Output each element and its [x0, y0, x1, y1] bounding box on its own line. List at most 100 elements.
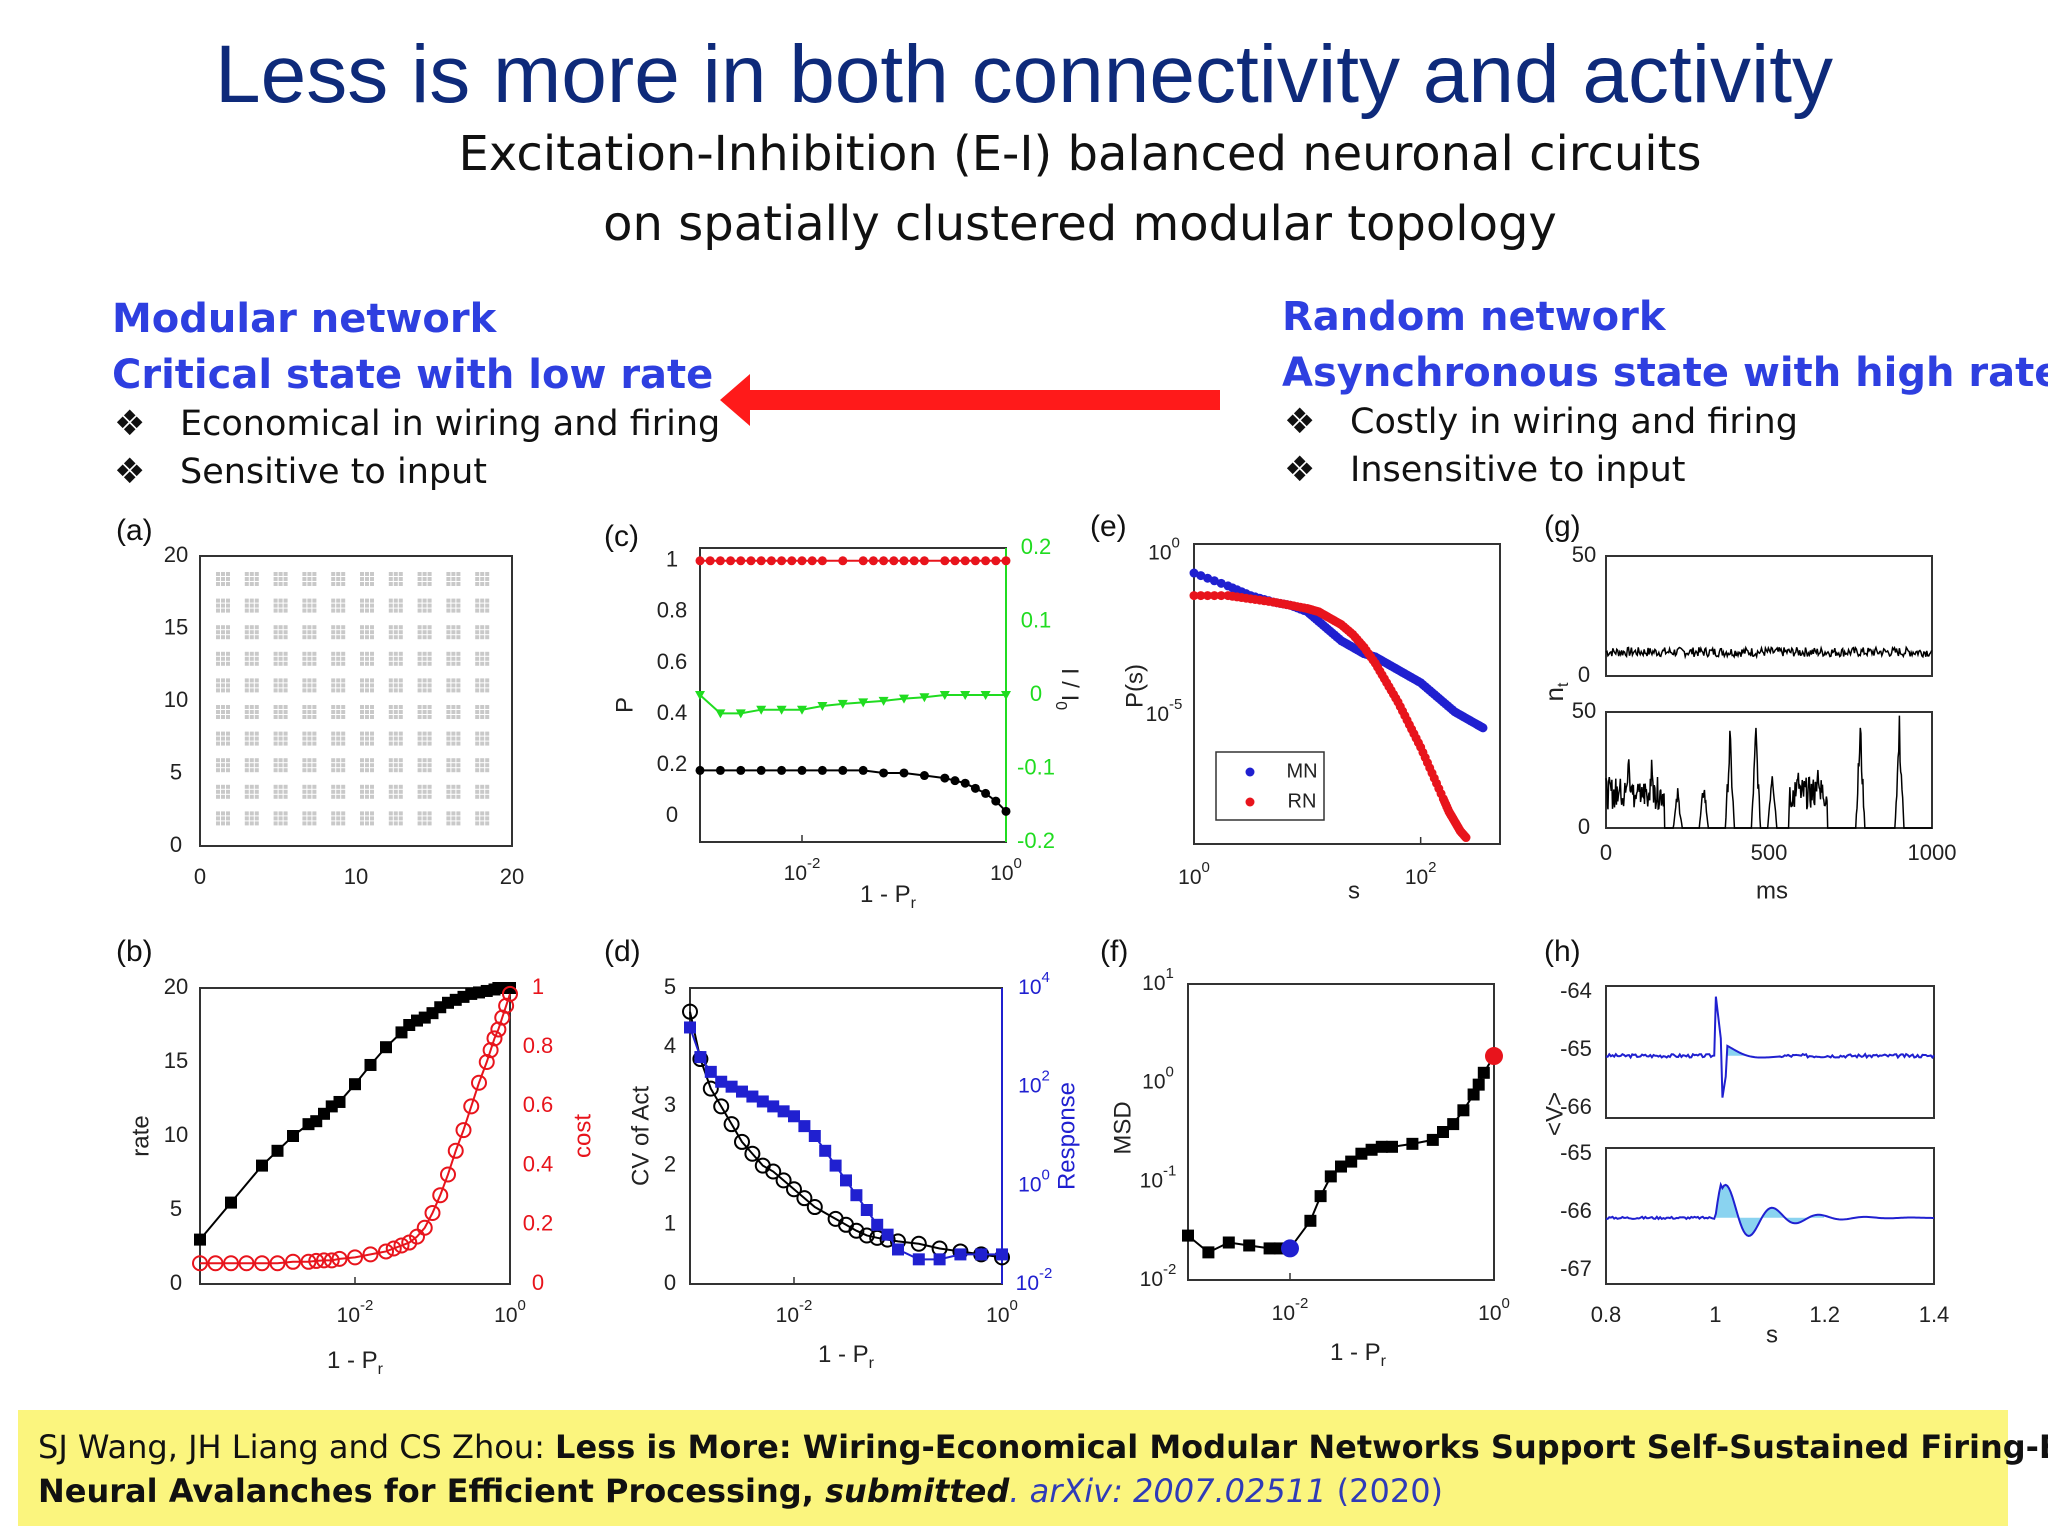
- network-node: [245, 705, 249, 709]
- network-node: [312, 710, 316, 714]
- network-node: [226, 705, 230, 709]
- network-node: [284, 630, 288, 634]
- network-node: [360, 688, 364, 692]
- network-node: [394, 662, 398, 666]
- panel-h-bottom-ytick-label: -67: [1560, 1256, 1592, 1281]
- network-node: [226, 785, 230, 789]
- network-node: [216, 705, 220, 709]
- network-node: [255, 710, 259, 714]
- network-node: [370, 572, 374, 576]
- panel-c-y2tick-label: 0.2: [1021, 534, 1052, 559]
- network-node: [307, 662, 311, 666]
- network-node: [451, 688, 455, 692]
- panel-d-point: [871, 1219, 883, 1231]
- network-node: [279, 816, 283, 820]
- network-node: [389, 710, 393, 714]
- network-node: [312, 737, 316, 741]
- panel-c-ytick-label: 1: [666, 547, 678, 572]
- network-node: [446, 604, 450, 608]
- panel-b-point: [380, 1041, 392, 1053]
- network-node: [423, 768, 427, 772]
- network-node: [399, 795, 403, 799]
- network-node: [245, 609, 249, 613]
- network-node: [399, 715, 403, 719]
- network-node: [370, 732, 374, 736]
- network-node: [399, 609, 403, 613]
- network-node: [423, 609, 427, 613]
- network-node: [331, 683, 335, 687]
- network-node: [312, 572, 316, 576]
- network-node: [423, 599, 427, 603]
- network-node: [216, 630, 220, 634]
- network-node: [418, 821, 422, 825]
- network-node: [307, 816, 311, 820]
- panel-c-xtick-label: 10-2: [784, 855, 821, 885]
- network-node: [279, 737, 283, 741]
- network-node: [399, 742, 403, 746]
- panel-b-point: [349, 1078, 361, 1090]
- network-node: [255, 785, 259, 789]
- network-node: [307, 625, 311, 629]
- network-node: [312, 816, 316, 820]
- network-node: [365, 678, 369, 682]
- network-node: [456, 630, 460, 634]
- network-node: [360, 737, 364, 741]
- network-node: [312, 790, 316, 794]
- network-node: [221, 732, 225, 736]
- network-node: [284, 768, 288, 772]
- network-node: [360, 599, 364, 603]
- network-node: [456, 577, 460, 581]
- network-node: [284, 763, 288, 767]
- panel-b-xlabel: 1 - Pr: [327, 1347, 384, 1378]
- network-node: [284, 710, 288, 714]
- network-node: [456, 710, 460, 714]
- network-node: [389, 732, 393, 736]
- network-node: [336, 630, 340, 634]
- network-node: [451, 678, 455, 682]
- panel-label: (c): [604, 520, 639, 553]
- network-node: [365, 599, 369, 603]
- network-node: [451, 737, 455, 741]
- network-node: [250, 599, 254, 603]
- network-node: [255, 652, 259, 656]
- panel-b-ytick-label: 0: [170, 1270, 182, 1295]
- network-node: [336, 821, 340, 825]
- panel-d-xtick-label: 100: [986, 1297, 1018, 1327]
- network-node: [428, 758, 432, 762]
- panel-b-point: [225, 1197, 237, 1209]
- panel-label: (f): [1100, 935, 1128, 968]
- network-node: [456, 657, 460, 661]
- network-node: [360, 768, 364, 772]
- network-node: [331, 705, 335, 709]
- network-node: [365, 662, 369, 666]
- network-node: [307, 742, 311, 746]
- network-node: [221, 737, 225, 741]
- network-node: [394, 737, 398, 741]
- network-node: [446, 657, 450, 661]
- network-node: [446, 821, 450, 825]
- network-node: [284, 577, 288, 581]
- network-node: [250, 577, 254, 581]
- network-node: [245, 790, 249, 794]
- network-node: [302, 572, 306, 576]
- network-node: [394, 742, 398, 746]
- network-node: [250, 652, 254, 656]
- network-node: [451, 662, 455, 666]
- network-node: [394, 683, 398, 687]
- network-node: [245, 758, 249, 762]
- network-node: [394, 821, 398, 825]
- panel-d-ytick-label: 5: [664, 974, 676, 999]
- network-node: [336, 572, 340, 576]
- network-node: [312, 609, 316, 613]
- network-node: [307, 763, 311, 767]
- panel-f-ytick-label: 101: [1142, 965, 1174, 995]
- panel-b-ylabel: rate: [127, 1115, 154, 1156]
- network-node: [365, 657, 369, 661]
- network-node: [255, 635, 259, 639]
- network-node: [284, 599, 288, 603]
- panel-a-ytick-label: 0: [170, 832, 182, 857]
- panel-g-top-frame: [1606, 556, 1932, 676]
- network-node: [456, 737, 460, 741]
- panel-e-xtick-label: 102: [1405, 859, 1437, 889]
- network-node: [284, 758, 288, 762]
